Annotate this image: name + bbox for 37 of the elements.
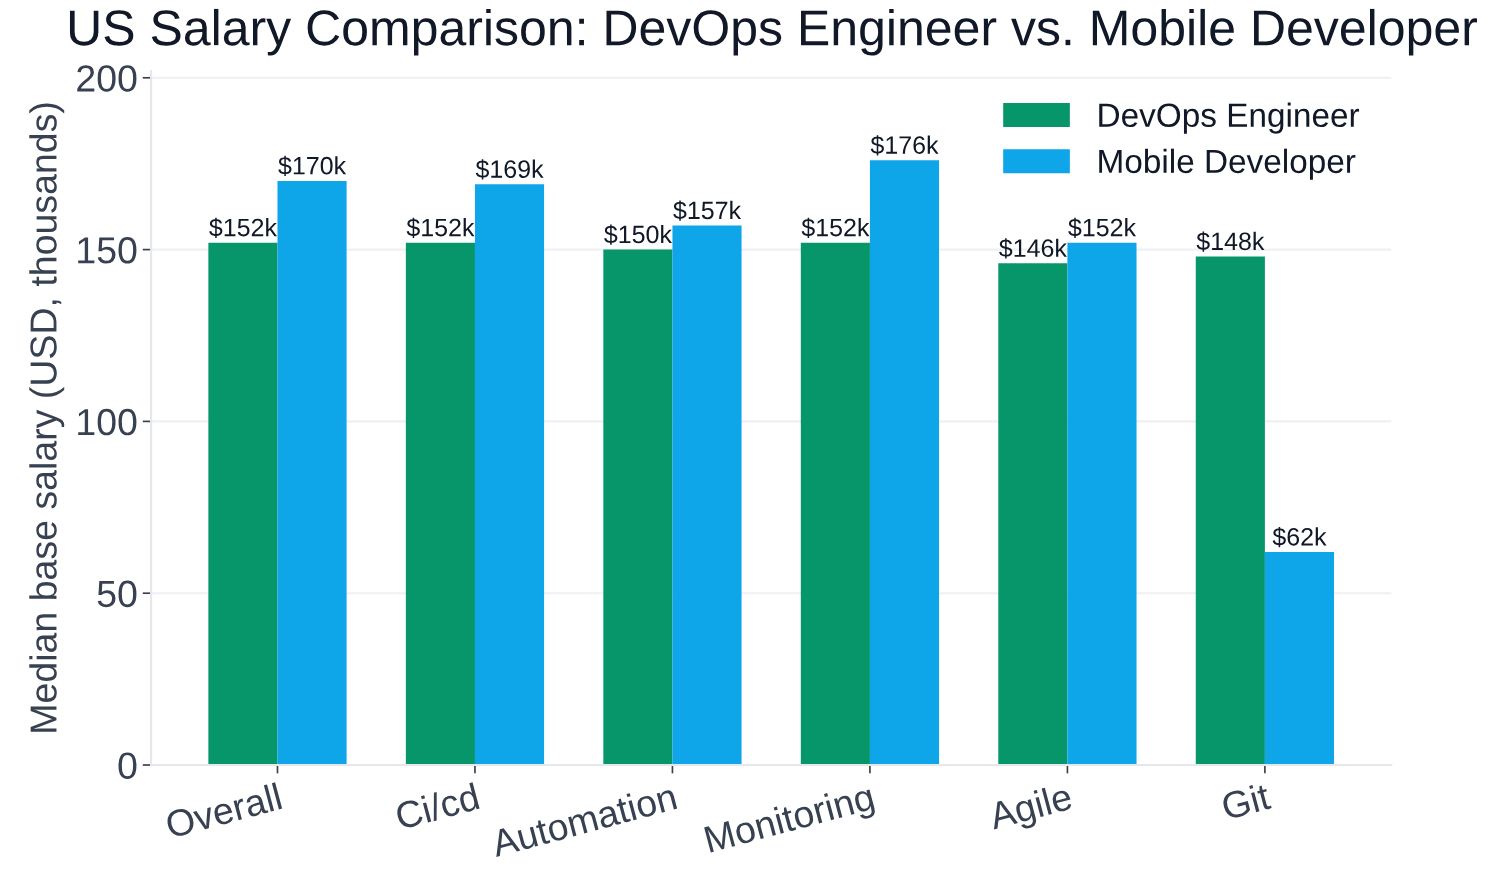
bar [1264,551,1335,766]
data-label: $148k [1196,231,1265,252]
bar [998,263,1068,766]
legend-label: DevOps Engineer [1099,102,1360,134]
x-tick-label: Git [1220,781,1272,821]
data-label: $152k [1068,217,1137,238]
legend-label: Mobile Developer [1099,148,1356,180]
bar [405,242,475,766]
bar [1195,256,1265,766]
y-tick-label: 100 [78,408,137,436]
x-tick-label: Overall [164,782,283,839]
x-tick-label: Ci/cd [394,782,480,830]
data-label: $176k [870,135,939,156]
data-label: $146k [999,238,1067,259]
data-label: $152k [406,217,475,238]
bar [474,184,545,766]
data-label: $169k [475,159,544,180]
y-tick-label: 200 [77,65,137,92]
bar [277,180,347,766]
bar [1067,242,1137,766]
y-tick-label: 50 [97,580,137,608]
data-label: $152k [801,217,870,238]
bar [800,242,870,766]
bar [603,249,673,766]
data-label: $62k [1272,526,1327,548]
data-label: $152k [209,217,278,238]
data-label: $170k [278,155,347,177]
bar [869,160,940,766]
data-label: $157k [673,200,742,221]
y-tick-label: 0 [118,752,137,779]
y-axis-title: Median base salary (USD, thousands) [29,103,65,732]
data-label: $150k [604,224,672,245]
x-tick-label: Agile [986,782,1075,838]
bar [208,242,278,766]
y-tick-label: 150 [78,237,137,264]
chart-title: US Salary Comparison: DevOps Engineer vs. Mobile Developer [69,8,1477,56]
bar [672,225,742,766]
